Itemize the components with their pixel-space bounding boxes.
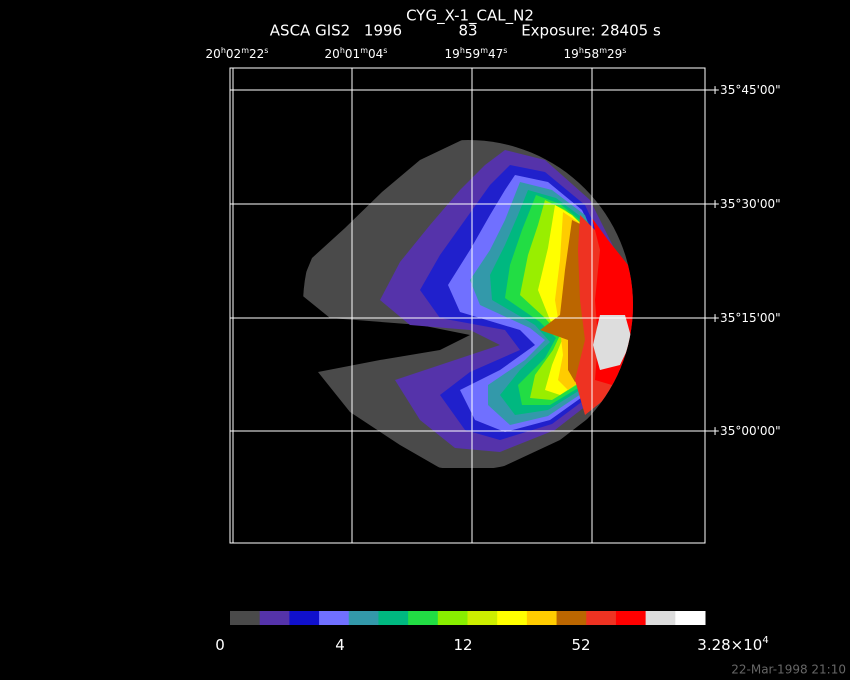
value: 59	[465, 47, 480, 61]
dec-label: +35°15'00"	[710, 311, 781, 325]
title: CYG_X-1_CAL_N2	[406, 7, 534, 26]
value: 47	[488, 47, 503, 61]
value: 19	[445, 47, 460, 61]
colorbar-swatch	[615, 611, 647, 625]
colorbar-swatch	[230, 611, 261, 625]
colorbar-swatch	[289, 611, 320, 625]
plot-frame	[229, 67, 706, 544]
unit: s	[622, 46, 626, 55]
unit: s	[503, 46, 507, 55]
value: 02	[226, 47, 241, 61]
year: 1996	[364, 22, 402, 40]
value: 01	[345, 47, 360, 61]
coordinate-grid	[229, 67, 706, 544]
value: 58	[584, 47, 599, 61]
unit: m	[241, 46, 249, 55]
exponent: 4	[762, 635, 768, 646]
colorbar-swatch	[408, 611, 439, 625]
colorbar-max-label: 3.28×104	[697, 635, 768, 654]
value: 22	[249, 47, 264, 61]
unit: s	[383, 46, 387, 55]
instrument: ASCA GIS2	[270, 22, 350, 40]
colorbar-swatch	[378, 611, 409, 625]
colorbar-swatch	[437, 611, 468, 625]
value: 20	[206, 47, 221, 61]
value: 19	[564, 47, 579, 61]
ra-label: 20h02m22s	[206, 46, 269, 61]
mantissa: 3.28×10	[697, 636, 762, 654]
ra-label: 19h59m47s	[445, 46, 508, 61]
dec-label: +35°00'00"	[710, 424, 781, 438]
ra-label: 19h58m29s	[564, 46, 627, 61]
sequence: 83	[458, 22, 477, 40]
colorbar-swatch	[319, 611, 350, 625]
value: 04	[368, 47, 383, 61]
xray-image	[303, 140, 633, 468]
colorbar-swatch	[259, 611, 290, 625]
colorbar-swatch	[556, 611, 587, 625]
colorbar-swatch	[586, 611, 617, 625]
unit: h	[221, 46, 226, 55]
unit: h	[460, 46, 465, 55]
colorbar-swatch	[526, 611, 558, 625]
colorbar-label: 12	[453, 636, 472, 654]
colorbar-swatch	[645, 611, 676, 625]
colorbar: 0 4 12 52 3.28×104	[215, 611, 769, 654]
unit: h	[340, 46, 345, 55]
colorbar-swatch	[467, 611, 498, 625]
unit: h	[579, 46, 584, 55]
value: 29	[607, 47, 622, 61]
colorbar-label: 0	[215, 636, 225, 654]
colorbar-swatch	[348, 611, 379, 625]
unit: s	[264, 46, 268, 55]
footer-date: 22-Mar-1998 21:10	[731, 663, 846, 677]
dec-label: +35°45'00"	[710, 83, 781, 97]
colorbar-label: 52	[571, 636, 590, 654]
colorbar-swatch	[497, 611, 528, 625]
colorbar-label: 4	[335, 636, 345, 654]
dec-label: +35°30'00"	[710, 197, 781, 211]
colorbar-swatch	[675, 611, 706, 625]
unit: m	[360, 46, 368, 55]
unit: m	[480, 46, 488, 55]
ra-label: 20h01m04s	[325, 46, 388, 61]
unit: m	[599, 46, 607, 55]
value: 20	[325, 47, 340, 61]
exposure: Exposure: 28405 s	[521, 22, 661, 40]
